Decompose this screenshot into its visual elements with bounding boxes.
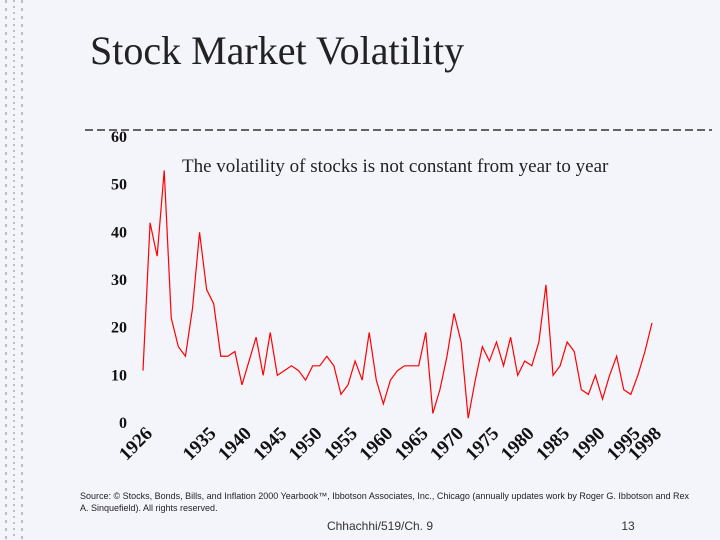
y-tick-label: 30 bbox=[111, 272, 127, 289]
source-box: Source: © Stocks, Bonds, Bills, and Infl… bbox=[80, 491, 689, 513]
x-tick-label: 1985 bbox=[532, 423, 574, 465]
y-tick-label: 20 bbox=[111, 320, 127, 337]
annotation: The volatility of stocks is not constant… bbox=[182, 156, 609, 177]
x-tick-label: 1990 bbox=[568, 423, 610, 465]
x-tick-label: 1935 bbox=[179, 423, 221, 465]
y-tick-label: 50 bbox=[111, 177, 127, 194]
x-tick-label: 1970 bbox=[426, 423, 468, 465]
x-tick-label: 1960 bbox=[356, 423, 398, 465]
slide-title: Stock Market Volatility bbox=[90, 28, 464, 73]
x-tick-label: 1955 bbox=[320, 423, 362, 465]
x-tick-label: 1980 bbox=[497, 423, 539, 465]
x-tick-label: 1945 bbox=[249, 423, 291, 465]
footer-page: 13 bbox=[621, 519, 635, 533]
x-tick-label: 1975 bbox=[462, 423, 504, 465]
source: Source: © Stocks, Bonds, Bills, and Infl… bbox=[80, 491, 689, 513]
x-tick-label: 1950 bbox=[285, 423, 327, 465]
x-tick-label: 1940 bbox=[214, 423, 256, 465]
y-tick-label: 0 bbox=[119, 415, 127, 432]
binding bbox=[5, 0, 23, 540]
x-tick-label: 1965 bbox=[391, 423, 433, 465]
y-tick-label: 40 bbox=[111, 224, 127, 241]
series-line bbox=[142, 170, 653, 419]
y-tick-label: 60 bbox=[111, 129, 127, 146]
footer-course: Chhachhi/519/Ch. 9 bbox=[327, 519, 433, 533]
y-tick-label: 10 bbox=[111, 367, 127, 384]
